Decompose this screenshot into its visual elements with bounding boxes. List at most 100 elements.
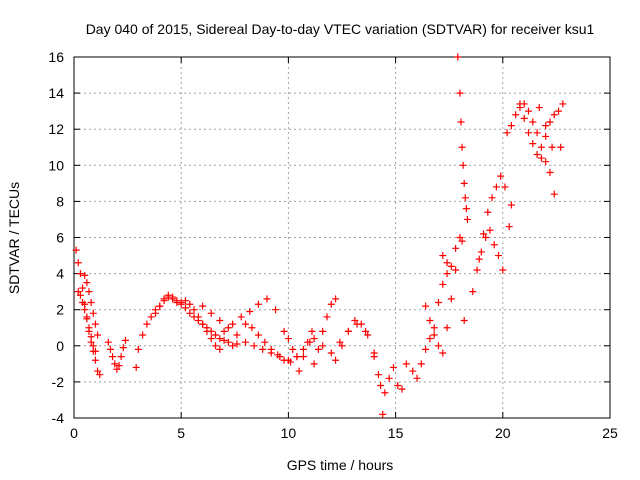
data-point: [199, 320, 207, 328]
data-point: [475, 255, 483, 263]
data-point: [96, 371, 104, 379]
series-arc-c: [81, 271, 102, 339]
data-point: [327, 349, 335, 357]
data-point: [216, 317, 224, 325]
data-point: [452, 244, 460, 252]
series-arc-q: [439, 234, 468, 325]
data-point: [542, 122, 550, 130]
series-arc-o: [409, 270, 451, 382]
data-point: [74, 259, 82, 267]
data-point: [461, 194, 469, 202]
data-point: [422, 302, 430, 310]
x-tick-label: 20: [495, 425, 511, 441]
series-arc-i: [242, 320, 314, 366]
data-point: [151, 309, 159, 317]
series-arc-u: [503, 100, 558, 198]
data-point: [91, 347, 99, 355]
series-arc-a: [72, 246, 104, 379]
data-point: [81, 306, 89, 314]
data-point: [460, 317, 468, 325]
data-point: [190, 306, 198, 314]
data-point: [261, 338, 269, 346]
grid: [74, 57, 610, 418]
data-point: [542, 158, 550, 166]
data-point: [237, 313, 245, 321]
data-point: [169, 293, 177, 301]
data-point: [525, 107, 533, 115]
data-point: [505, 223, 513, 231]
data-point: [377, 382, 385, 390]
y-axis-label: SDTVAR / TECUs: [6, 182, 22, 294]
data-point: [398, 385, 406, 393]
y-tick-label: 10: [48, 157, 64, 173]
data-point: [250, 342, 258, 350]
data-point: [181, 304, 189, 312]
data-point: [439, 252, 447, 260]
data-point: [104, 338, 112, 346]
data-point: [357, 320, 365, 328]
series-arc-v: [516, 100, 567, 162]
y-tick-label: 12: [48, 121, 64, 137]
data-point: [546, 169, 554, 177]
data-point: [220, 327, 228, 335]
data-point: [351, 317, 359, 325]
y-tick-label: 0: [56, 338, 64, 354]
data-point: [242, 320, 250, 328]
data-points: [72, 53, 567, 418]
data-point: [181, 297, 189, 305]
series-arc-l: [310, 320, 385, 390]
data-point: [332, 356, 340, 364]
data-point: [79, 298, 87, 306]
data-point: [81, 271, 89, 279]
data-point: [434, 342, 442, 350]
data-point: [229, 342, 237, 350]
data-point: [533, 150, 541, 158]
data-point: [233, 340, 241, 348]
data-point: [199, 302, 207, 310]
data-point: [91, 356, 99, 364]
data-point: [469, 288, 477, 296]
data-point: [207, 335, 215, 343]
data-point: [443, 324, 451, 332]
data-point: [248, 324, 256, 332]
y-tick-label: 8: [56, 193, 64, 209]
data-point: [216, 335, 224, 343]
data-point: [272, 306, 280, 314]
data-point: [173, 297, 181, 305]
data-point: [456, 89, 464, 97]
data-point: [529, 118, 537, 126]
data-point: [89, 309, 97, 317]
data-point: [280, 356, 288, 364]
data-point: [121, 336, 129, 344]
data-point: [336, 338, 344, 346]
series-arc-n: [381, 360, 410, 397]
data-point: [323, 313, 331, 321]
data-point: [212, 331, 220, 339]
data-point: [233, 331, 241, 339]
data-point: [212, 342, 220, 350]
data-point: [308, 327, 316, 335]
data-point: [139, 331, 147, 339]
data-point: [216, 345, 224, 353]
series-arc-s: [469, 226, 507, 296]
data-point: [89, 342, 97, 350]
data-point: [394, 382, 402, 390]
data-point: [507, 122, 515, 130]
data-point: [385, 374, 393, 382]
data-point: [379, 410, 387, 418]
data-point: [486, 226, 494, 234]
y-tick-label: 2: [56, 302, 64, 318]
x-tick-label: 15: [388, 425, 404, 441]
y-tick-label: -4: [52, 410, 65, 426]
data-point: [537, 143, 545, 151]
data-point: [426, 317, 434, 325]
series-arc-f: [151, 291, 224, 353]
data-point: [319, 342, 327, 350]
data-point: [499, 266, 507, 274]
data-point: [94, 331, 102, 339]
data-point: [263, 295, 271, 303]
data-point: [207, 309, 215, 317]
series-arc-t: [475, 172, 513, 263]
data-point: [87, 333, 95, 341]
